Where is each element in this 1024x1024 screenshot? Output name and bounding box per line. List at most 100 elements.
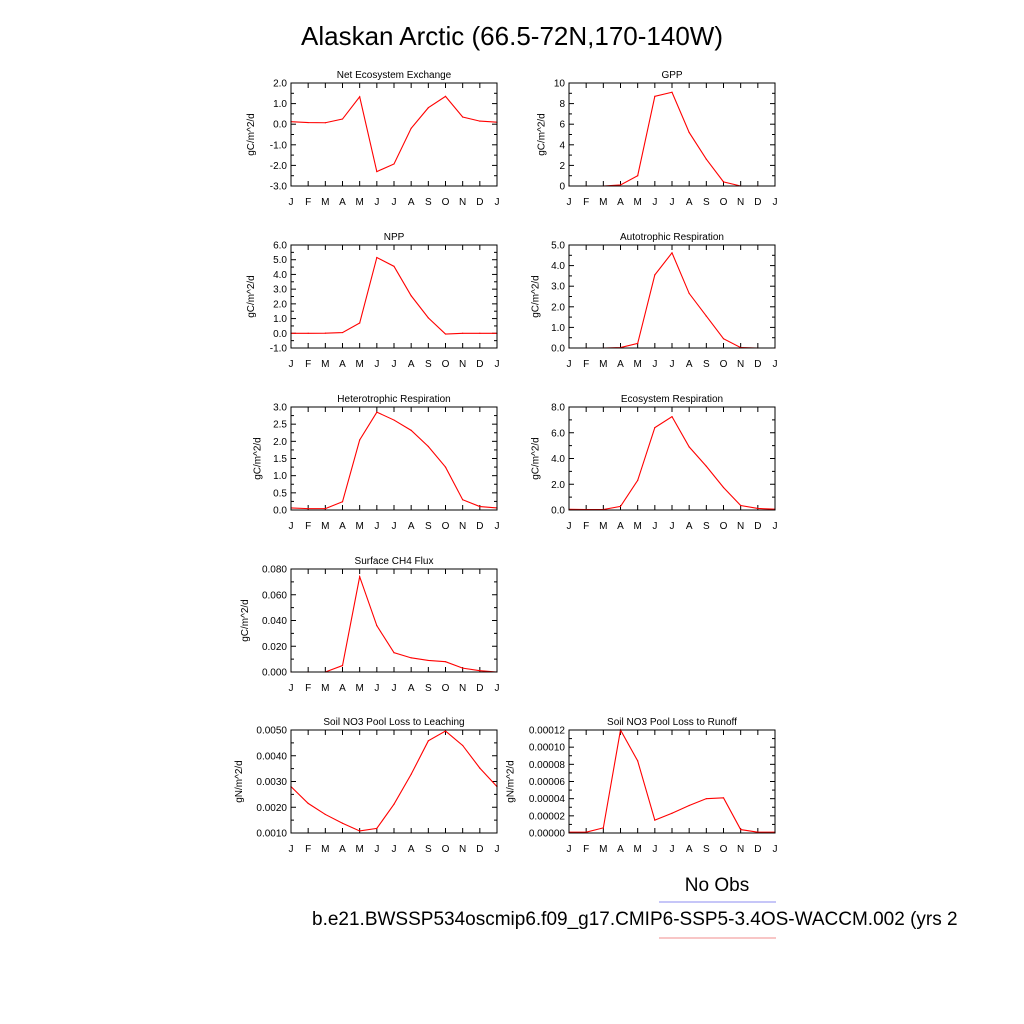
data-point — [479, 767, 481, 769]
data-point — [427, 317, 429, 319]
data-point — [307, 332, 309, 334]
panel-autotrophic-respiration: Autotrophic Respiration 0.0 1.0 2.0 3.0 4.0 5.… — [530, 232, 777, 370]
data-point — [619, 184, 622, 186]
y-tick-label: 8.0 — [551, 403, 565, 414]
data-point — [324, 813, 326, 816]
x-tick-label: J — [392, 683, 397, 694]
y-tick-label: 1.0 — [551, 323, 565, 334]
data-point — [410, 127, 412, 129]
x-tick-label: J — [392, 359, 397, 370]
x-tick-label: S — [425, 197, 432, 208]
x-tick-label: M — [355, 197, 363, 208]
y-tick-label: 3.0 — [273, 403, 287, 414]
legend: No Obs — [659, 875, 776, 939]
x-tick-label: S — [425, 844, 432, 855]
data-point — [722, 797, 725, 799]
plot-frame — [568, 406, 776, 511]
x-tick-label: M — [633, 521, 641, 532]
y-tick-label: 0.0010 — [256, 829, 287, 840]
data-point — [688, 292, 690, 295]
data-point — [444, 333, 447, 335]
x-tick-label: S — [425, 521, 432, 532]
series-line — [290, 95, 498, 173]
figure-title: Alaskan Arctic (66.5-72N,170-140W) — [301, 21, 723, 51]
x-tick-label: J — [374, 359, 379, 370]
y-axis-label: gC/m^2/d — [246, 275, 257, 318]
data-point — [359, 439, 361, 441]
y-tick-label: 4.0 — [273, 270, 287, 281]
x-tick-label: M — [355, 521, 363, 532]
data-point — [479, 505, 481, 508]
y-tick-label: 0.0 — [551, 506, 565, 517]
x-tick-label: J — [392, 521, 397, 532]
data-point — [462, 744, 464, 747]
x-tick-label: J — [773, 359, 778, 370]
data-point — [427, 107, 429, 109]
y-tick-label: 0.0040 — [256, 751, 287, 762]
y-tick-label: 10 — [554, 79, 566, 90]
x-tick-label: N — [459, 844, 466, 855]
x-tick-label: J — [392, 197, 397, 208]
x-tick-label: F — [583, 197, 589, 208]
panel-title: Soil NO3 Pool Loss to Leaching — [323, 717, 464, 728]
case-caption: b.e21.BWSSP534oscmip6.f09_g17.CMIP6-SSP5… — [312, 909, 958, 930]
data-point — [671, 812, 673, 814]
x-tick-label: J — [670, 197, 675, 208]
x-tick-label: A — [617, 359, 624, 370]
data-point — [341, 331, 344, 334]
x-tick-label: N — [737, 359, 744, 370]
data-point — [479, 670, 481, 672]
y-tick-label: 0.00000 — [529, 829, 566, 840]
data-point — [740, 828, 742, 831]
y-tick-label: 8 — [559, 99, 565, 110]
y-tick-label: 0.0030 — [256, 777, 287, 788]
data-point — [688, 131, 690, 134]
x-tick-label: M — [633, 844, 641, 855]
y-tick-label: 0.040 — [262, 616, 287, 627]
y-tick-label: 5.0 — [273, 255, 287, 266]
panel-title: Autotrophic Respiration — [620, 232, 724, 243]
y-tick-label: 0.5 — [273, 488, 287, 499]
data-point — [479, 332, 481, 334]
x-tick-label: M — [355, 359, 363, 370]
y-tick-label: 5.0 — [551, 241, 565, 252]
x-tick-label: J — [495, 197, 500, 208]
data-point — [688, 446, 690, 448]
x-tick-label: J — [773, 844, 778, 855]
x-tick-label: J — [652, 197, 657, 208]
data-point — [671, 252, 673, 254]
series-line — [290, 411, 498, 510]
x-tick-label: N — [459, 521, 466, 532]
plot-frame — [290, 568, 498, 673]
panel-npp: NPP-1.00.01.02.03.04.05.06.0J F M A M J J A S O N D… — [246, 232, 499, 370]
x-tick-label: J — [773, 521, 778, 532]
y-tick-label: 1.5 — [273, 454, 287, 465]
x-tick-label: F — [305, 521, 311, 532]
x-tick-label: J — [289, 359, 294, 370]
x-tick-label: M — [321, 844, 329, 855]
data-point — [427, 659, 429, 662]
data-point — [462, 667, 464, 669]
y-tick-label: 4.0 — [551, 261, 565, 272]
y-tick-label: 2.0 — [273, 79, 287, 90]
panel-title: GPP — [661, 70, 682, 81]
y-tick-label: 3.0 — [273, 285, 287, 296]
x-tick-label: J — [670, 844, 675, 855]
x-tick-label: O — [442, 844, 450, 855]
data-point — [444, 661, 447, 663]
x-tick-label: J — [289, 197, 294, 208]
data-point — [654, 95, 656, 97]
x-tick-label: N — [737, 844, 744, 855]
y-tick-label: 1.0 — [273, 471, 287, 482]
x-tick-label: J — [289, 683, 294, 694]
y-tick-label: -2.0 — [270, 161, 288, 172]
x-tick-label: O — [442, 359, 450, 370]
x-tick-label: N — [737, 197, 744, 208]
data-point — [705, 315, 707, 317]
x-tick-label: N — [737, 521, 744, 532]
x-tick-label: J — [670, 521, 675, 532]
x-tick-label: O — [442, 197, 450, 208]
y-tick-label: 1.0 — [273, 314, 287, 325]
